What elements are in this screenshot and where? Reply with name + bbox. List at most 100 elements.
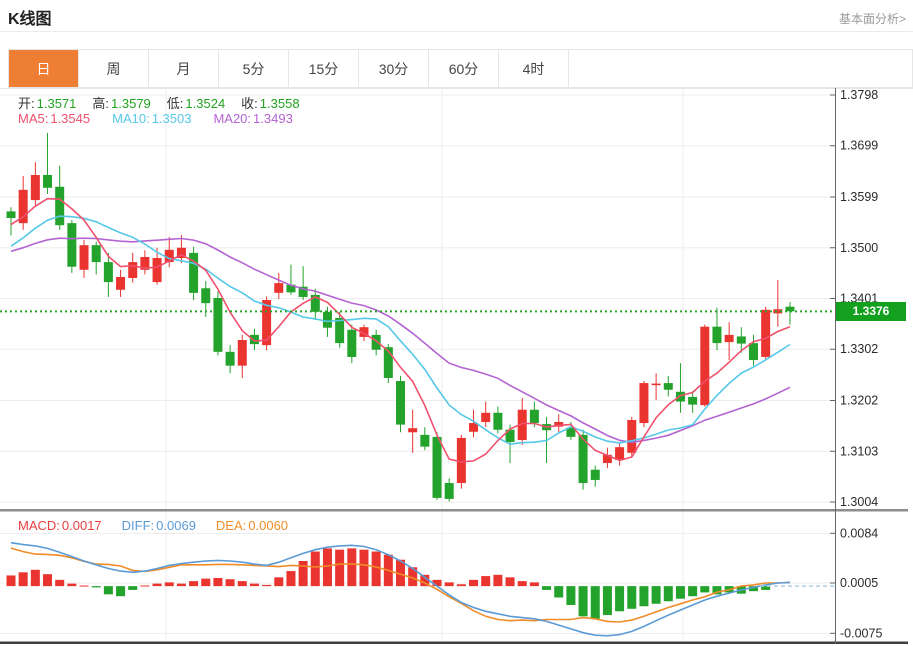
page-title: K线图 xyxy=(8,11,52,28)
candles-layer xyxy=(6,132,795,502)
macd-bar xyxy=(30,569,40,587)
candle-body xyxy=(298,286,308,297)
tab-15min[interactable]: 15分 xyxy=(289,50,359,87)
macd-bar xyxy=(566,586,576,606)
tab-week[interactable]: 周 xyxy=(79,50,149,87)
candle-body xyxy=(274,283,284,293)
macd-bar xyxy=(176,583,186,587)
macd-bar xyxy=(274,577,284,587)
macd-bar xyxy=(469,579,479,587)
macd-bar xyxy=(493,574,503,587)
candle-body xyxy=(505,429,515,443)
macd-bar xyxy=(748,586,758,592)
macd-readout: MACD: 0.0017 DIFF: 0.0069 DEA: 0.0060 xyxy=(18,518,288,533)
candle-body xyxy=(18,189,28,224)
macd-bar xyxy=(164,582,174,587)
candle-body xyxy=(748,343,758,361)
candle-body xyxy=(627,419,637,453)
candle-body xyxy=(67,223,77,267)
panel-header: K线图 基本面分析> xyxy=(0,0,913,32)
macd-bar xyxy=(140,585,150,587)
price-axis-label: 1.3302 xyxy=(840,342,878,356)
candle-body xyxy=(43,174,53,188)
grid-layer xyxy=(0,88,835,642)
candle-body xyxy=(30,174,40,201)
candle-body xyxy=(639,383,649,424)
candle-body xyxy=(785,306,795,312)
macd-bar xyxy=(262,584,272,587)
tab-4hour[interactable]: 4时 xyxy=(499,50,569,87)
ohlc-item-1: 高: 1.3579 xyxy=(92,96,151,111)
tab-30min[interactable]: 30分 xyxy=(359,50,429,87)
diff-line xyxy=(10,541,791,637)
tab-5min[interactable]: 5分 xyxy=(219,50,289,87)
tab-month[interactable]: 月 xyxy=(149,50,219,87)
candle-body xyxy=(688,396,698,405)
candle-body xyxy=(237,340,247,366)
candle-body xyxy=(773,309,783,314)
candle-body xyxy=(432,436,442,498)
candle-body xyxy=(602,454,612,464)
macd-bar xyxy=(542,586,552,590)
candle-body xyxy=(566,427,576,437)
candle-body xyxy=(578,434,588,484)
price-axis-label: 1.3599 xyxy=(840,190,878,204)
candle-body xyxy=(700,326,710,406)
pane-separator xyxy=(0,509,908,512)
tab-day[interactable]: 日 xyxy=(9,50,79,87)
candle-body xyxy=(286,284,296,293)
candle-body xyxy=(408,428,418,433)
price-axis-label: 1.3699 xyxy=(840,139,878,153)
macd-bar xyxy=(128,586,138,590)
candle-body xyxy=(249,334,259,345)
macd-bar xyxy=(481,576,491,587)
candle-body xyxy=(651,383,661,386)
macd-bar xyxy=(505,577,515,587)
ma-item-0: MA5: 1.3545 xyxy=(18,111,91,126)
macd-bar xyxy=(213,577,223,587)
macd-bar xyxy=(590,586,600,619)
candle-body xyxy=(420,434,430,447)
macd-bar xyxy=(396,559,405,587)
ma10-line xyxy=(10,215,791,446)
candle-body xyxy=(213,297,223,352)
candle-body xyxy=(396,381,405,425)
macd-axis-label: -0.0075 xyxy=(840,626,882,640)
last-price-badge: 1.3376 xyxy=(836,302,906,321)
macd-bar xyxy=(554,586,564,598)
price-axis-label: 1.3103 xyxy=(840,444,878,458)
candle-body xyxy=(493,412,503,430)
price-axis-label: 1.3500 xyxy=(840,241,878,255)
macd-bar xyxy=(310,551,320,587)
candle-body xyxy=(663,383,673,390)
candle-body xyxy=(262,300,272,346)
candle-body xyxy=(91,245,101,263)
macd-bar xyxy=(712,586,722,595)
macd-axis-label: 0.0005 xyxy=(840,576,878,590)
ohlc-item-2: 低: 1.3524 xyxy=(166,96,226,111)
candle-body xyxy=(79,245,89,270)
macd-bar xyxy=(444,582,454,587)
candle-body xyxy=(590,469,600,480)
ma-item-2: MA20: 1.3493 xyxy=(213,111,293,126)
fundamental-analysis-link[interactable]: 基本面分析> xyxy=(838,12,906,26)
price-axis-label: 1.3004 xyxy=(840,495,878,509)
candle-body xyxy=(383,347,393,378)
macd-bar xyxy=(43,574,53,587)
macd-bar xyxy=(420,574,430,587)
candle-body xyxy=(103,262,113,283)
price-axis-label: 1.3798 xyxy=(840,88,878,102)
macd-bar xyxy=(663,586,673,602)
candle-body xyxy=(347,329,357,357)
candle-body xyxy=(6,211,16,219)
tab-60min[interactable]: 60分 xyxy=(429,50,499,87)
macd-item-1: DIFF: 0.0069 xyxy=(121,518,196,533)
macd-bar xyxy=(517,581,527,587)
candle-body xyxy=(675,391,685,402)
macd-bar xyxy=(627,586,637,609)
macd-bar xyxy=(359,549,369,587)
candle-body xyxy=(116,276,126,290)
candle-body xyxy=(164,249,174,263)
